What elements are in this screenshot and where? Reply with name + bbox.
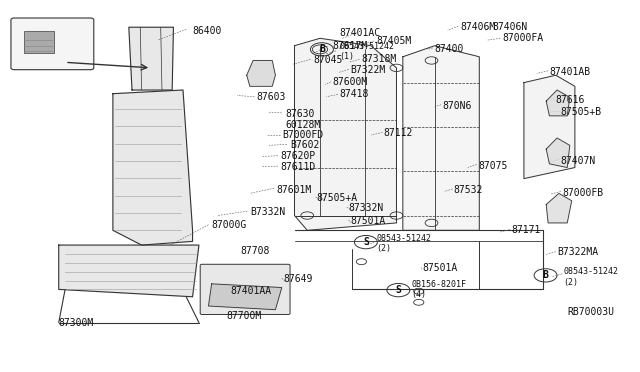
Text: 87045: 87045 (314, 55, 343, 65)
Polygon shape (209, 284, 282, 310)
Text: 870N6: 870N6 (442, 100, 472, 110)
Text: B7322MA: B7322MA (557, 247, 598, 257)
Text: 08543-51242
(2): 08543-51242 (2) (563, 267, 618, 287)
Text: 87075: 87075 (478, 161, 508, 171)
Text: 86400: 86400 (193, 26, 222, 36)
Text: 87620P: 87620P (280, 151, 316, 161)
Text: 87332N: 87332N (349, 203, 384, 213)
Text: 87611D: 87611D (280, 162, 316, 172)
Text: 60128M: 60128M (285, 120, 320, 130)
Text: RB70003U: RB70003U (567, 307, 614, 317)
Text: 87700M: 87700M (227, 311, 262, 321)
Polygon shape (403, 46, 479, 230)
Polygon shape (546, 138, 570, 167)
Text: 08543-51242
(2): 08543-51242 (2) (376, 234, 431, 253)
Text: 87405M: 87405M (376, 36, 412, 46)
Text: 87400: 87400 (435, 44, 464, 54)
Polygon shape (129, 27, 173, 90)
Text: 87649: 87649 (283, 274, 312, 284)
Polygon shape (546, 90, 570, 116)
Polygon shape (546, 193, 572, 223)
FancyBboxPatch shape (11, 18, 94, 70)
Text: 87000FB: 87000FB (562, 188, 604, 198)
Text: B: B (543, 270, 548, 280)
Polygon shape (59, 245, 199, 297)
Text: 87401AB: 87401AB (549, 67, 591, 77)
Text: 87708: 87708 (241, 246, 269, 256)
Text: S: S (396, 285, 401, 295)
Text: B: B (319, 44, 325, 54)
Polygon shape (113, 90, 193, 245)
Text: 87407N: 87407N (561, 156, 596, 166)
Text: 87601M: 87601M (276, 185, 312, 195)
Text: 87600M: 87600M (333, 77, 368, 87)
Text: 87000FA: 87000FA (502, 33, 543, 43)
Text: 0B156-8201F
(4): 0B156-8201F (4) (411, 280, 466, 299)
Text: 87000G: 87000G (212, 220, 247, 230)
Text: 87603: 87603 (256, 92, 285, 102)
Polygon shape (524, 75, 575, 179)
Text: 87501A: 87501A (422, 263, 457, 273)
Text: 87112: 87112 (384, 128, 413, 138)
Text: 87505+A: 87505+A (317, 193, 358, 203)
Bar (24, 32, 54, 53)
FancyBboxPatch shape (200, 264, 290, 314)
Text: 87501A: 87501A (351, 216, 386, 226)
Text: 87401AA: 87401AA (231, 286, 272, 296)
Text: 87418: 87418 (339, 89, 369, 99)
Text: 87318M: 87318M (362, 54, 397, 64)
Text: 87406N: 87406N (492, 22, 527, 32)
Text: 87171: 87171 (511, 225, 541, 235)
Text: 87406M: 87406M (460, 22, 495, 32)
Text: 08543-51242
(1): 08543-51242 (1) (339, 42, 394, 61)
Text: 87505+B: 87505+B (561, 107, 602, 117)
Polygon shape (246, 61, 275, 86)
Text: 87616: 87616 (556, 95, 585, 105)
Text: 87532: 87532 (454, 185, 483, 195)
Text: 87300M: 87300M (59, 318, 94, 328)
Text: B7332N: B7332N (250, 207, 285, 217)
Text: 87617M: 87617M (333, 41, 368, 51)
Text: S: S (363, 237, 369, 247)
Text: 87401AC: 87401AC (339, 28, 380, 38)
Text: B7322M: B7322M (351, 65, 386, 75)
Polygon shape (294, 38, 396, 230)
Text: 87630: 87630 (285, 109, 314, 119)
Text: B7602: B7602 (290, 140, 319, 150)
Text: B7000FD: B7000FD (282, 130, 323, 140)
